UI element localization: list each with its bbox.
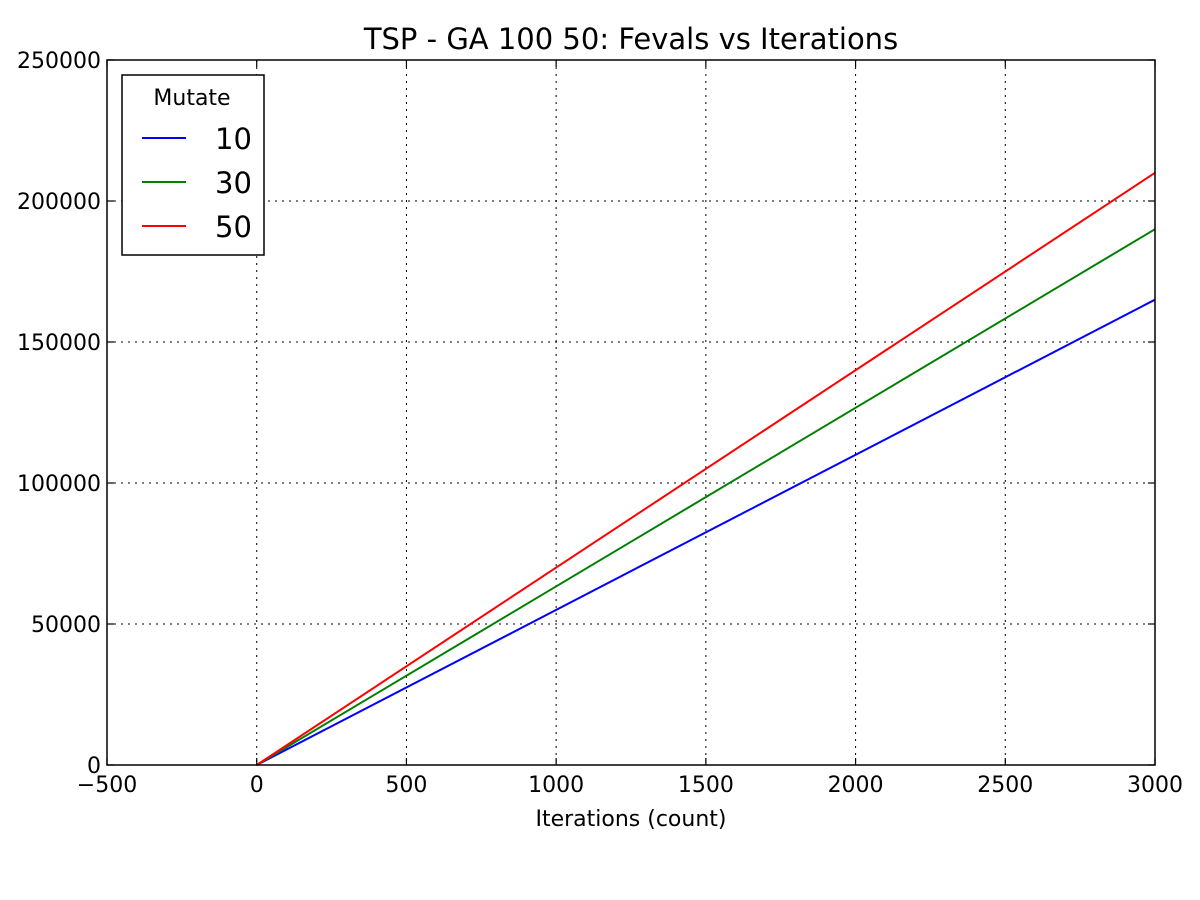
legend-label: 30 — [215, 166, 252, 200]
y-tick-label: 250000 — [17, 49, 101, 74]
x-tick-label: 1000 — [528, 773, 584, 798]
x-tick-label: 0 — [250, 773, 264, 798]
x-tick-label: 500 — [385, 773, 427, 798]
y-tick-label: 150000 — [17, 331, 101, 356]
legend-label: 10 — [215, 122, 252, 156]
series-line-30 — [256, 228, 1156, 766]
tick-layer: −500 0 500 1000 1500 2000 2500 3000050000100000… — [17, 49, 1183, 798]
chart-title: TSP - GA 100 50: Fevals vs Iterations — [363, 22, 898, 56]
y-tick-label: 100000 — [17, 472, 101, 497]
legend-entries: 10 30 50 — [142, 122, 252, 244]
x-axis-label: Iterations (count) — [535, 807, 726, 832]
series-line-50 — [256, 171, 1156, 766]
x-tick-label: −500 — [77, 773, 137, 798]
y-tick-label: 0 — [87, 754, 101, 779]
x-tick-label: 3000 — [1127, 773, 1183, 798]
y-tick-label: 50000 — [31, 613, 101, 638]
legend-label: 50 — [215, 210, 252, 244]
x-tick-label: 1500 — [678, 773, 734, 798]
legend-title: Mutate — [153, 86, 230, 111]
x-tick-label: 2500 — [977, 773, 1033, 798]
series-line-10 — [256, 298, 1156, 766]
x-tick-label: 2000 — [828, 773, 884, 798]
series-layer — [256, 171, 1156, 766]
y-tick-label: 200000 — [17, 190, 101, 215]
plot-area-frame — [106, 59, 1156, 766]
legend: Mutate 10 30 50 — [121, 74, 265, 256]
